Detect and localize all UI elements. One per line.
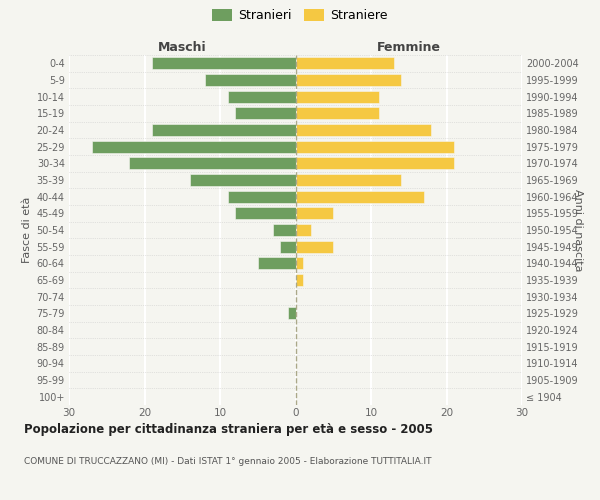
Bar <box>258 258 296 270</box>
Bar <box>296 158 454 170</box>
Bar <box>92 140 296 152</box>
Text: Popolazione per cittadinanza straniera per età e sesso - 2005: Popolazione per cittadinanza straniera p… <box>24 422 433 436</box>
Bar <box>205 74 296 86</box>
Bar <box>152 58 296 70</box>
Bar <box>130 158 296 170</box>
Y-axis label: Fasce di età: Fasce di età <box>22 197 32 263</box>
Bar <box>296 58 394 70</box>
Bar <box>296 208 333 220</box>
Bar <box>296 190 424 202</box>
Text: COMUNE DI TRUCCAZZANO (MI) - Dati ISTAT 1° gennaio 2005 - Elaborazione TUTTITALI: COMUNE DI TRUCCAZZANO (MI) - Dati ISTAT … <box>24 458 431 466</box>
Bar <box>273 224 296 236</box>
Bar <box>288 308 296 320</box>
Legend: Stranieri, Straniere: Stranieri, Straniere <box>209 6 391 25</box>
Bar <box>296 240 333 252</box>
Bar <box>296 74 401 86</box>
Bar <box>190 174 296 186</box>
Bar <box>296 174 401 186</box>
Bar <box>235 108 296 120</box>
Text: Femmine: Femmine <box>377 41 441 54</box>
Text: Maschi: Maschi <box>158 41 206 54</box>
Bar <box>296 108 379 120</box>
Bar <box>296 140 454 152</box>
Bar <box>296 124 431 136</box>
Bar <box>296 224 311 236</box>
Bar <box>227 190 296 202</box>
Bar <box>296 258 303 270</box>
Bar <box>296 274 303 286</box>
Bar <box>152 124 296 136</box>
Bar <box>280 240 296 252</box>
Bar <box>296 90 379 102</box>
Y-axis label: Anni di nascita: Anni di nascita <box>573 188 583 271</box>
Bar <box>227 90 296 102</box>
Bar <box>235 208 296 220</box>
